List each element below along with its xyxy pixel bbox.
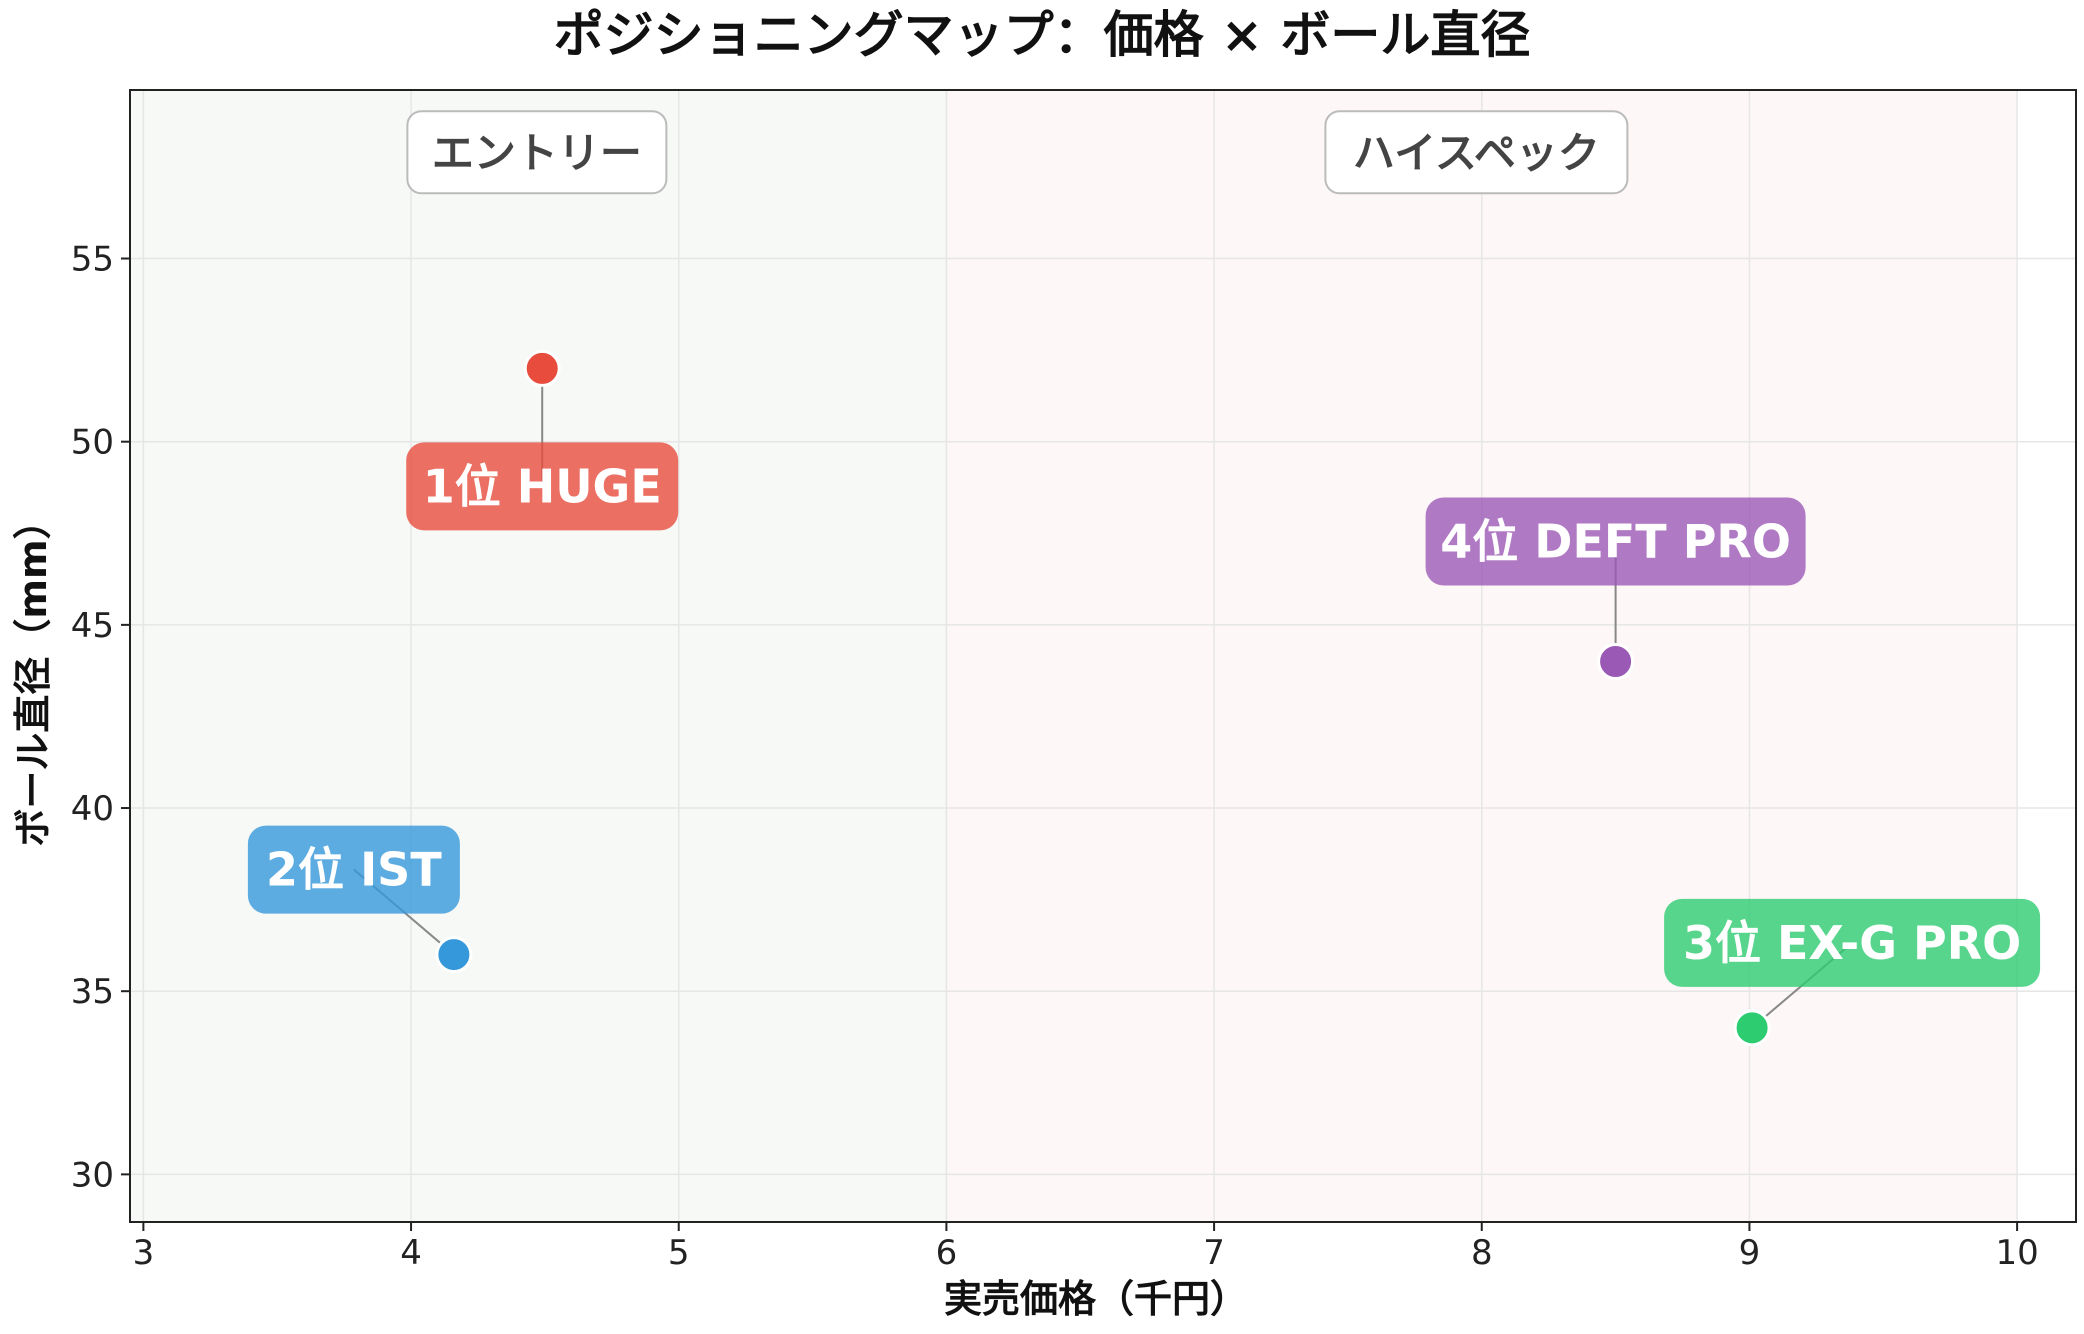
point-label-box <box>1425 497 1806 586</box>
x-tick-label: 5 <box>668 1233 690 1273</box>
x-tick-label: 4 <box>400 1233 422 1273</box>
x-tick-label: 3 <box>133 1233 155 1273</box>
y-tick-label: 55 <box>71 240 114 280</box>
point-label-box <box>1664 898 2041 987</box>
points-layer: 1位 HUGE 2位 IST 3位 EX-G PRO 4位 DEFT PRO <box>247 349 2041 1047</box>
y-tick-label: 35 <box>71 972 114 1012</box>
point-label: 1位 HUGE <box>423 459 662 513</box>
x-axis-label: 実売価格（千円） <box>944 1277 1248 1321</box>
zone-band-0 <box>130 90 947 1222</box>
x-tick-label: 9 <box>1739 1233 1761 1273</box>
zone-label: ハイスペック <box>1353 128 1600 177</box>
y-tick-label: 30 <box>71 1155 114 1195</box>
y-axis-label: ボール直径（mm） <box>11 501 55 846</box>
zone-label-layer: エントリー ハイスペック <box>406 110 1629 195</box>
point-label: 3位 EX-G PRO <box>1683 916 2021 970</box>
data-point <box>523 349 561 387</box>
grid-layer <box>130 90 2076 1222</box>
point-label-box <box>406 442 679 531</box>
point-label: 4位 DEFT PRO <box>1440 514 1791 568</box>
point-label-box <box>247 825 460 914</box>
zones-layer <box>130 90 2018 1222</box>
y-tick-label: 45 <box>71 606 114 646</box>
data-point <box>1597 642 1635 680</box>
plot-frame <box>129 89 2077 1223</box>
x-tick-label: 6 <box>936 1233 958 1273</box>
data-point <box>435 936 473 974</box>
y-tick-label: 50 <box>71 423 114 463</box>
zone-label-box <box>1324 110 1629 195</box>
y-tick-label: 40 <box>71 789 114 829</box>
x-tick-label: 7 <box>1203 1233 1225 1273</box>
zone-label-box <box>406 110 668 195</box>
x-tick-label: 10 <box>1995 1233 2038 1273</box>
chart-title: ポジショニングマップ：価格 × ボール直径 <box>554 6 1531 64</box>
zone-label: エントリー <box>432 128 642 177</box>
x-tick-label: 8 <box>1471 1233 1493 1273</box>
point-label: 2位 IST <box>266 843 442 897</box>
data-point <box>1733 1009 1771 1047</box>
